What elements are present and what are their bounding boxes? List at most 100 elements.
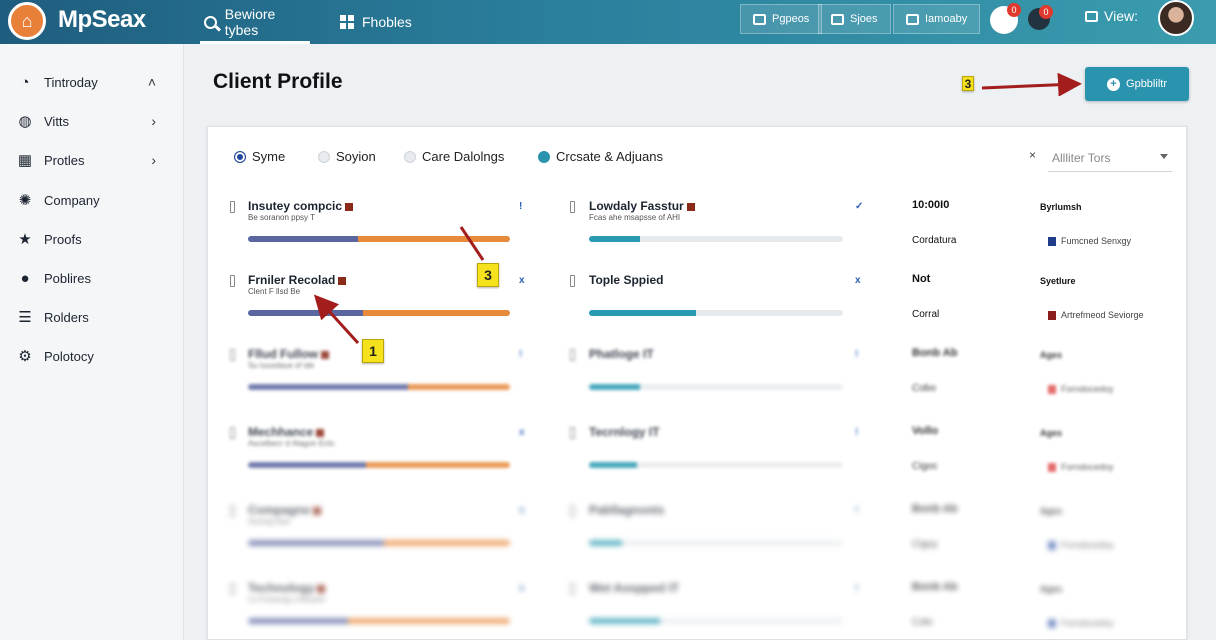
view-button[interactable]: View:	[1085, 8, 1138, 24]
gauge-icon: ◔	[20, 73, 30, 91]
row-title-2-text: Pabllagnonts	[589, 503, 665, 517]
flag-icon	[313, 506, 322, 515]
globe-icon: ◍	[18, 113, 32, 130]
filter-label: Soyion	[336, 149, 376, 164]
sidebar-item-polotocy[interactable]: ⚙ Polotocy	[16, 344, 166, 368]
filter-care[interactable]: Care Dalolngs	[404, 149, 504, 164]
grid-icon	[340, 15, 354, 29]
row-title-text: Technology	[248, 581, 315, 595]
video-icon	[906, 13, 919, 25]
top-bar: ⌂ MpSeax Bewiore tybes Fhobles Pgpeos Sj…	[0, 0, 1216, 44]
client-list-card: Syme Soyion Care Dalolngs Crcsate & Adju…	[207, 126, 1187, 640]
top-button-2[interactable]: Sjoes	[818, 4, 891, 34]
gear-icon: ⚙	[18, 348, 32, 365]
row-status-mark-2[interactable]: x	[855, 275, 861, 286]
color-swatch-icon	[1048, 540, 1056, 550]
row-value: 10:00I0	[912, 199, 950, 211]
drag-handle-icon[interactable]	[230, 427, 235, 439]
top-button-1-label: Pgpeos	[772, 13, 810, 25]
radio-icon	[404, 150, 416, 163]
row-status-mark-2[interactable]: !	[855, 427, 859, 438]
table-row[interactable]: Compagne Aurnsg Eao x Pabllagnonts ! Bon…	[208, 497, 1188, 557]
notification-button[interactable]: 0	[990, 3, 1021, 34]
sidebar-item-company[interactable]: ✺ Company	[16, 188, 166, 212]
drag-handle-icon[interactable]	[570, 583, 575, 595]
drag-handle-icon[interactable]	[230, 583, 235, 595]
row-status: Syetlure	[1040, 276, 1076, 286]
row-tag: Forndocedoy	[1048, 618, 1114, 628]
sidebar-item-protles[interactable]: ▦ Protles ›	[16, 148, 166, 172]
row-status-mark[interactable]: !	[519, 201, 523, 212]
row-status-mark-2[interactable]: !	[855, 583, 859, 594]
sidebar: ◔ Tintroday ˄ ◍ Vitts › ▦ Protles › ✺ Co…	[0, 44, 184, 640]
row-status-mark[interactable]: x	[519, 427, 525, 438]
message-button[interactable]: 0	[1028, 5, 1053, 30]
filter-syme[interactable]: Syme	[234, 149, 285, 164]
row-status-mark-2[interactable]: !	[855, 349, 859, 360]
drag-handle-icon[interactable]	[570, 505, 575, 517]
sidebar-item-rolders[interactable]: ☰ Rolders	[16, 305, 166, 329]
table-row[interactable]: Technology Lo Forsucig o Aeuyon x Wet Ao…	[208, 575, 1188, 635]
sidebar-item-vitts[interactable]: ◍ Vitts ›	[16, 109, 166, 133]
row-status-mark[interactable]: !	[519, 349, 523, 360]
row-subtitle: Lo Forsucig o Aeuyon	[248, 595, 326, 604]
annotation-badge: 3	[962, 76, 974, 91]
progress-blue-segment	[248, 540, 385, 546]
row-status-mark-2[interactable]: !	[855, 505, 859, 516]
clear-filter-button[interactable]: ×	[1029, 148, 1037, 162]
tab-search[interactable]: Bewiore tybes	[200, 0, 310, 44]
row-status-mark-2[interactable]: ✓	[855, 201, 864, 212]
drag-handle-icon[interactable]	[230, 201, 235, 213]
drag-handle-icon[interactable]	[230, 349, 235, 361]
progress-bar-2	[589, 540, 843, 546]
row-status: Ages	[1040, 584, 1063, 594]
progress-orange-segment	[407, 384, 510, 390]
filter-create[interactable]: Crcsate & Adjuans	[538, 149, 663, 164]
drag-handle-icon[interactable]	[230, 505, 235, 517]
table-row[interactable]: Mechhance Ascelbecr d Alagon Eclo x Tecr…	[208, 419, 1188, 479]
row-tag: Forndocedoy	[1048, 540, 1114, 550]
top-button-1[interactable]: Pgpeos	[740, 4, 823, 34]
grid-icon: ▦	[17, 152, 33, 169]
color-swatch-icon	[1048, 462, 1056, 472]
sidebar-item-label: Tintroday	[44, 74, 98, 90]
progress-teal-segment	[589, 310, 696, 316]
progress-orange-segment	[384, 540, 510, 546]
row-title-text: Frniler Recolad	[248, 273, 336, 287]
avatar[interactable]	[1158, 0, 1194, 36]
row-tag-label: Fumcned Senxgy	[1061, 236, 1132, 246]
flag-icon	[317, 584, 326, 593]
chevron-down-icon	[1160, 154, 1168, 159]
sidebar-item-poblires[interactable]: ● Poblires	[16, 266, 166, 290]
row-status-mark[interactable]: x	[519, 275, 525, 286]
drag-handle-icon[interactable]	[570, 427, 575, 439]
chevron-right-icon: ›	[151, 113, 156, 129]
tab-profiles[interactable]: Fhobles	[340, 0, 412, 44]
sidebar-item-tintroday[interactable]: ◔ Tintroday ˄	[16, 70, 166, 94]
drag-handle-icon[interactable]	[570, 201, 575, 213]
add-profile-button[interactable]: + Gpbbliltr	[1085, 67, 1189, 101]
progress-teal-segment	[589, 236, 640, 242]
progress-teal-segment	[589, 462, 638, 468]
row-subtitle: Clent F llsd Be	[248, 287, 301, 296]
filter-select[interactable]: Allliter Tors	[1048, 144, 1172, 172]
top-button-3[interactable]: Iamoaby	[893, 4, 981, 34]
table-row[interactable]: Frniler Recolad Clent F llsd Be x Tople …	[208, 267, 1188, 327]
progress-teal-segment	[589, 540, 623, 546]
row-title-2-text: Lowdaly Fasstur	[589, 199, 684, 213]
row-title-text: Fllud Fullow	[248, 347, 318, 361]
row-status-mark[interactable]: x	[519, 505, 525, 516]
row-subtitle: Be soranon ppsy T	[248, 213, 316, 222]
progress-bar	[248, 540, 510, 546]
table-row[interactable]: Insutey compcic Be soranon ppsy T ! Lowd…	[208, 193, 1188, 253]
row-status-mark[interactable]: x	[519, 583, 525, 594]
edit-icon	[1085, 10, 1098, 22]
drag-handle-icon[interactable]	[230, 275, 235, 287]
table-row[interactable]: Fllud Fullow Su tuusdaue sf ide ! Phatlo…	[208, 341, 1188, 401]
sidebar-item-proofs[interactable]: ★ Proofs	[16, 227, 166, 251]
drag-handle-icon[interactable]	[570, 349, 575, 361]
sidebar-item-label: Company	[44, 192, 100, 208]
row-tag-label: Forndocedoy	[1061, 384, 1114, 394]
filter-soyion[interactable]: Soyion	[318, 149, 376, 164]
drag-handle-icon[interactable]	[570, 275, 575, 287]
